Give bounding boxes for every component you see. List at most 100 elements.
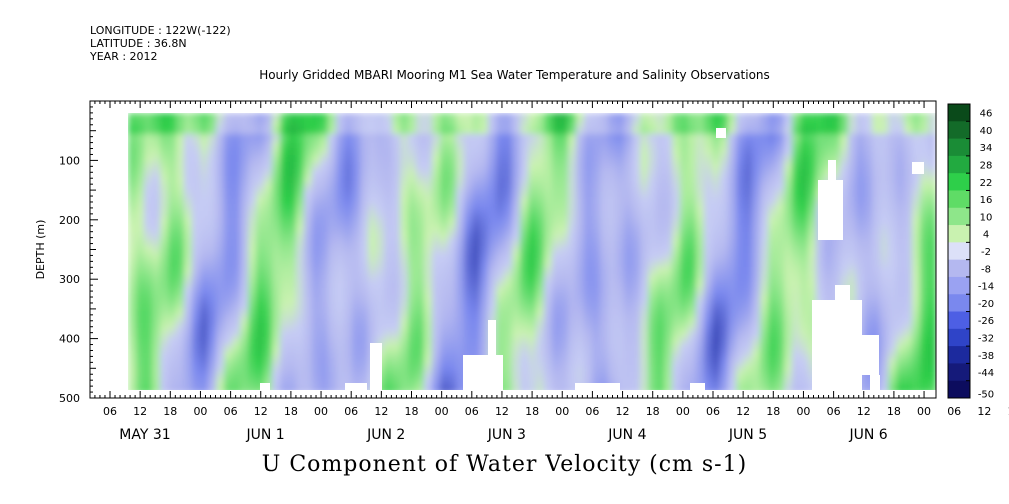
heatmap-cell: [624, 239, 633, 247]
heatmap-cell: [576, 141, 585, 149]
heatmap-cell: [264, 365, 273, 373]
heatmap-cell: [504, 386, 513, 390]
heatmap-cell: [416, 260, 425, 268]
heatmap-cell: [664, 309, 673, 317]
heatmap-cell: [312, 372, 321, 380]
heatmap-cell: [592, 141, 601, 149]
heatmap-cell: [608, 204, 617, 212]
heatmap-cell: [464, 267, 473, 275]
heatmap-cell: [856, 260, 865, 268]
heatmap-cell: [192, 281, 201, 289]
heatmap-cell: [312, 120, 321, 128]
heatmap-cell: [616, 232, 625, 240]
heatmap-cell: [696, 120, 705, 128]
heatmap-cell: [368, 302, 377, 310]
heatmap-cell: [328, 232, 337, 240]
heatmap-cell: [240, 323, 249, 331]
heatmap-cell: [440, 330, 449, 338]
heatmap-cell: [328, 155, 337, 163]
heatmap-cell: [744, 141, 753, 149]
heatmap-cell: [528, 260, 537, 268]
heatmap-cell: [528, 281, 537, 289]
heatmap-cell: [544, 218, 553, 226]
heatmap-cell: [704, 302, 713, 310]
heatmap-cell: [784, 211, 793, 219]
heatmap-cell: [696, 365, 705, 373]
heatmap-cell: [128, 113, 137, 121]
heatmap-cell: [128, 344, 137, 352]
heatmap-cell: [680, 162, 689, 170]
heatmap-cell: [592, 260, 601, 268]
heatmap-cell: [360, 239, 369, 247]
heatmap-cell: [680, 372, 689, 380]
heatmap-cell: [232, 183, 241, 191]
heatmap-cell: [736, 358, 745, 366]
heatmap-cell: [576, 372, 585, 380]
heatmap-cell: [224, 288, 233, 296]
heatmap-cell: [488, 246, 497, 254]
heatmap-cell: [296, 302, 305, 310]
heatmap-cell: [832, 274, 841, 282]
x-hour-label: 06: [224, 405, 238, 418]
heatmap-cell: [360, 197, 369, 205]
heatmap-cell: [504, 190, 513, 198]
heatmap-cell: [288, 197, 297, 205]
heatmap-cell: [560, 176, 569, 184]
heatmap-cell: [400, 351, 409, 359]
heatmap-cell: [264, 288, 273, 296]
heatmap-cell: [528, 379, 537, 387]
heatmap-cell: [176, 197, 185, 205]
heatmap-cell: [768, 148, 777, 156]
heatmap-cell: [512, 302, 521, 310]
heatmap-cell: [200, 232, 209, 240]
heatmap-cell: [760, 358, 769, 366]
heatmap-cell: [880, 113, 889, 121]
heatmap-cell: [192, 204, 201, 212]
heatmap-cell: [600, 274, 609, 282]
heatmap-cell: [416, 316, 425, 324]
heatmap-cell: [552, 246, 561, 254]
heatmap-cell: [280, 183, 289, 191]
heatmap-cell: [400, 190, 409, 198]
heatmap-cell: [544, 309, 553, 317]
heatmap-cell: [296, 113, 305, 121]
heatmap-cell: [832, 155, 841, 163]
heatmap-cell: [472, 162, 481, 170]
heatmap-cell: [192, 225, 201, 233]
heatmap-cell: [904, 351, 913, 359]
heatmap-cell: [624, 274, 633, 282]
heatmap-cell: [264, 260, 273, 268]
heatmap-cell: [608, 113, 617, 121]
heatmap-cell: [136, 120, 145, 128]
heatmap-cell: [720, 211, 729, 219]
heatmap-cell: [376, 260, 385, 268]
heatmap-cell: [704, 323, 713, 331]
heatmap-cell: [552, 344, 561, 352]
heatmap-cell: [552, 316, 561, 324]
heatmap-cell: [408, 337, 417, 345]
heatmap-cell: [712, 225, 721, 233]
heatmap-cell: [856, 225, 865, 233]
heatmap-cell: [352, 260, 361, 268]
heatmap-cell: [736, 323, 745, 331]
heatmap-cell: [760, 134, 769, 142]
heatmap-cell: [632, 211, 641, 219]
heatmap-cell: [392, 246, 401, 254]
heatmap-cell: [272, 246, 281, 254]
heatmap-cell: [280, 351, 289, 359]
heatmap-cell: [368, 337, 377, 345]
heatmap-cell: [352, 372, 361, 380]
heatmap-cell: [648, 337, 657, 345]
heatmap-cell: [448, 141, 457, 149]
heatmap-cell: [728, 260, 737, 268]
heatmap-cell: [576, 197, 585, 205]
heatmap-cell: [608, 155, 617, 163]
heatmap-cell: [304, 372, 313, 380]
heatmap-cell: [560, 344, 569, 352]
heatmap-cell: [864, 281, 873, 289]
heatmap-cell: [624, 281, 633, 289]
heatmap-cell: [408, 134, 417, 142]
heatmap-cell: [664, 246, 673, 254]
heatmap-cell: [648, 120, 657, 128]
heatmap-cell: [544, 127, 553, 135]
